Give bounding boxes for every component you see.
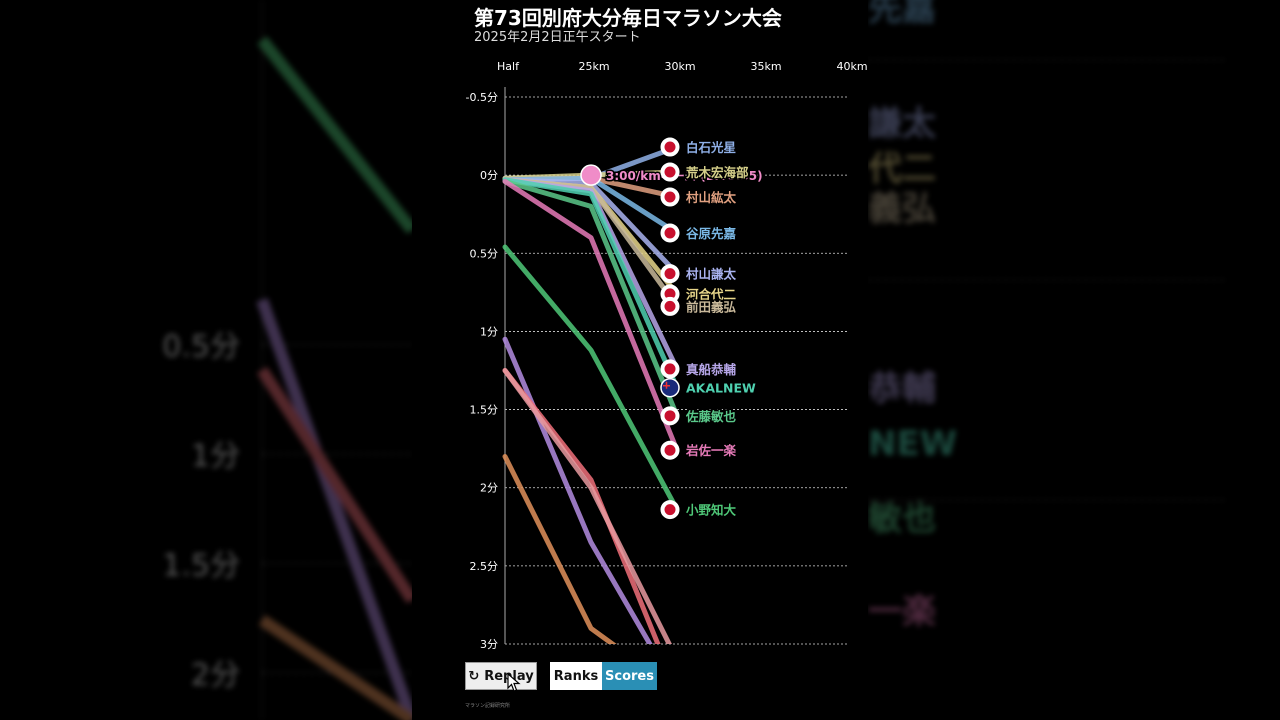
flag-cross bbox=[663, 381, 670, 389]
y-tick-label: 2.5分 bbox=[470, 560, 499, 573]
scores-toggle-button[interactable]: Scores bbox=[602, 662, 657, 690]
pace-marker bbox=[580, 164, 602, 186]
flag-disc bbox=[664, 300, 676, 312]
series-line bbox=[502, 177, 680, 391]
x-tick-label: 40km bbox=[836, 60, 867, 73]
flag-disc bbox=[664, 504, 676, 516]
flag-disc bbox=[664, 288, 676, 300]
pace-marker-label: 3:00/kmペース (2:06:35) bbox=[606, 169, 763, 183]
background-blur-right: 先嘉謙太代二 義弘恭輔 NEW 敏也一楽 bbox=[868, 0, 1280, 720]
flag-disc bbox=[664, 166, 676, 178]
runner-label: AKALNEW bbox=[686, 381, 756, 396]
series-line bbox=[502, 368, 661, 644]
bg-runner-label: 義弘 bbox=[868, 189, 936, 229]
x-tick-label: 25km bbox=[578, 60, 609, 73]
runner-label: 佐藤敏也 bbox=[685, 409, 737, 424]
runner-label: 前田義弘 bbox=[686, 299, 737, 314]
mouse-cursor-icon bbox=[507, 673, 521, 692]
bg-tick-label: 2分 bbox=[191, 658, 240, 693]
y-tick-label: 0分 bbox=[480, 169, 498, 182]
bg-runner-label: NEW bbox=[868, 424, 957, 464]
flag-disc bbox=[664, 268, 676, 280]
bg-series-line bbox=[256, 366, 412, 604]
background-blur-left: 0.5分 1分 1.5分 2分 bbox=[0, 0, 412, 720]
marathon-chart: Half 25km 30km 35km 40km -0.5分 0分 0.5分 1分 1.5分 2分 2… bbox=[466, 60, 868, 651]
runner-label: 岩佐一楽 bbox=[685, 443, 737, 458]
page-subtitle: 2025年2月2日正午スタート bbox=[474, 30, 641, 45]
flag-disc bbox=[664, 227, 676, 239]
bg-runner-label: 代二 bbox=[868, 149, 936, 189]
replay-icon: ↻ bbox=[468, 668, 480, 684]
bg-runner-label: 先嘉 bbox=[868, 0, 936, 29]
bg-tick-label: 0.5分 bbox=[162, 330, 240, 365]
credit-text: マラソン記録研究所 bbox=[465, 703, 511, 709]
flag-disc bbox=[664, 410, 676, 422]
bg-runner-label: 敏也 bbox=[868, 499, 936, 539]
runner-label: 白石光星 bbox=[686, 140, 736, 155]
y-tick-label: 1.5分 bbox=[470, 404, 499, 417]
bg-tick-label: 1.5分 bbox=[162, 548, 240, 583]
flag-disc bbox=[664, 141, 676, 153]
bg-runner-label: 一楽 bbox=[868, 592, 936, 632]
flag-disc bbox=[664, 444, 676, 456]
y-tick-label: 3分 bbox=[480, 638, 498, 651]
runner-label: 谷原先嘉 bbox=[686, 226, 736, 241]
flag-disc bbox=[664, 191, 676, 203]
flag-disc bbox=[664, 363, 676, 375]
series-line bbox=[502, 244, 680, 513]
y-tick-label: 1分 bbox=[480, 325, 498, 338]
runner-label: 村山謙太 bbox=[686, 267, 737, 282]
series-line bbox=[502, 178, 680, 419]
bg-series-line bbox=[257, 36, 412, 234]
bg-tick-label: 1分 bbox=[191, 439, 240, 474]
y-tick-label: -0.5分 bbox=[466, 91, 498, 104]
bg-series-line bbox=[258, 615, 412, 720]
series-line bbox=[502, 368, 672, 644]
runner-label: 真船恭輔 bbox=[686, 362, 737, 377]
bg-series-line bbox=[256, 297, 412, 720]
replay-button[interactable]: ↻ Replay bbox=[465, 662, 537, 690]
page-title: 第73回別府大分毎日マラソン大会 bbox=[474, 6, 782, 30]
x-tick-label: Half bbox=[497, 60, 520, 73]
series-line bbox=[502, 453, 617, 644]
y-tick-label: 2分 bbox=[480, 482, 498, 495]
x-tick-label: 35km bbox=[750, 60, 781, 73]
australia-flag-icon bbox=[660, 377, 680, 398]
bg-runner-label: 謙太 bbox=[868, 104, 936, 144]
runner-label: 荒木宏海部 bbox=[685, 165, 749, 180]
runner-label: 村山紘太 bbox=[686, 190, 737, 205]
series-line bbox=[502, 178, 680, 453]
x-tick-label: 30km bbox=[664, 60, 695, 73]
runner-label: 小野知大 bbox=[685, 503, 737, 518]
ranks-toggle-button[interactable]: Ranks bbox=[550, 662, 602, 690]
view-toggle: Ranks Scores bbox=[550, 662, 657, 690]
bg-runner-label: 恭輔 bbox=[868, 369, 936, 409]
runner-label: 河合代二 bbox=[686, 287, 737, 302]
y-tick-label: 0.5分 bbox=[470, 247, 499, 260]
